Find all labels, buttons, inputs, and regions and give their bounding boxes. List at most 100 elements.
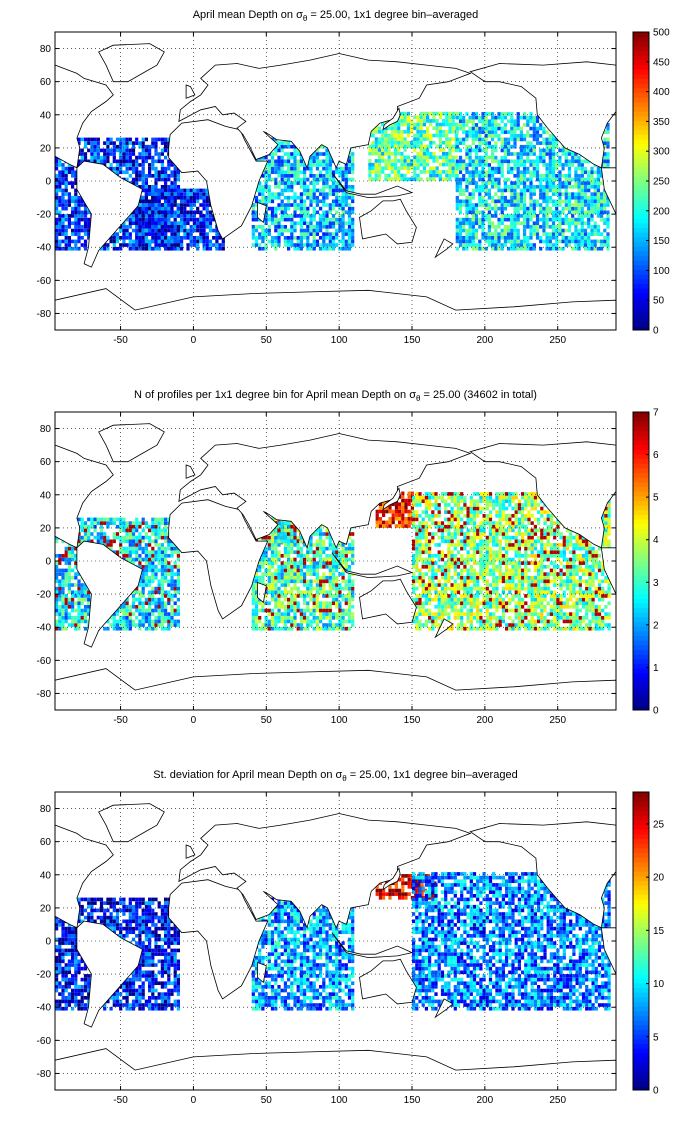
- data-cell: [148, 539, 152, 544]
- data-cell: [387, 173, 391, 178]
- data-cell: [567, 195, 572, 200]
- data-cell: [481, 112, 485, 116]
- data-cell: [325, 148, 329, 153]
- data-cell: [426, 170, 430, 174]
- data-cell: [491, 174, 495, 178]
- data-cell: [90, 152, 94, 156]
- data-cell: [455, 159, 459, 164]
- data-cell: [539, 141, 543, 145]
- data-cell: [180, 210, 184, 215]
- data-cell: [497, 177, 501, 182]
- data-cell: [331, 239, 336, 244]
- data-cell: [71, 181, 75, 185]
- data-cell: [539, 195, 543, 200]
- data-cell: [462, 115, 466, 120]
- data-cell: [61, 221, 65, 226]
- data-cell: [71, 546, 75, 551]
- data-cell: [422, 148, 427, 152]
- data-cell: [160, 170, 165, 175]
- data-cell: [523, 134, 527, 138]
- data-cell: [71, 185, 75, 189]
- data-cell: [274, 239, 278, 244]
- data-cell: [328, 174, 332, 178]
- data-cell: [503, 144, 508, 149]
- data-cell: [144, 554, 149, 558]
- data-cell: [548, 225, 552, 229]
- data-cell: [312, 210, 316, 215]
- data-cell: [148, 565, 152, 569]
- data-cell: [61, 232, 65, 236]
- data-cell: [87, 517, 91, 522]
- data-cell: [77, 214, 81, 218]
- data-cell: [507, 228, 511, 233]
- data-cell: [277, 225, 281, 229]
- data-cell: [170, 188, 174, 193]
- data-cell: [64, 206, 68, 211]
- data-cell: [403, 173, 407, 178]
- data-cell: [507, 152, 511, 156]
- data-cell: [458, 192, 463, 196]
- data-cell: [154, 152, 158, 156]
- data-cell: [106, 524, 110, 529]
- data-cell: [74, 554, 78, 558]
- data-cell: [513, 152, 517, 156]
- data-cell: [606, 221, 610, 226]
- data-cell: [277, 217, 281, 222]
- data-cell: [413, 148, 417, 152]
- data-cell: [144, 239, 149, 244]
- data-cell: [290, 152, 294, 156]
- data-cell: [455, 130, 459, 134]
- data-cell: [583, 239, 588, 244]
- data-cell: [218, 246, 222, 251]
- data-cell: [478, 163, 482, 167]
- data-cell: [99, 155, 104, 160]
- data-cell: [61, 568, 65, 573]
- data-cell: [293, 221, 297, 226]
- data-cell: [208, 225, 213, 229]
- data-cell: [474, 221, 479, 226]
- data-cell: [532, 243, 536, 247]
- data-cell: [545, 236, 549, 240]
- data-cell: [351, 195, 355, 200]
- data-cell: [494, 185, 498, 189]
- data-cell: [542, 185, 546, 189]
- data-cell: [61, 177, 65, 182]
- data-cell: [438, 137, 443, 141]
- data-cell: [341, 217, 345, 222]
- data-cell: [390, 130, 394, 134]
- data-cell: [148, 170, 152, 175]
- data-cell: [99, 532, 104, 536]
- data-cell: [258, 188, 262, 193]
- data-cell: [513, 239, 517, 244]
- colorbar-tick-label: 250: [653, 177, 670, 188]
- data-cell: [270, 236, 275, 240]
- data-cell: [600, 232, 604, 236]
- data-cell: [519, 174, 524, 178]
- data-cell: [403, 119, 407, 123]
- data-cell: [258, 236, 262, 240]
- data-cell: [561, 192, 565, 196]
- data-cell: [400, 119, 404, 123]
- data-cell: [154, 243, 158, 247]
- data-cell: [532, 214, 536, 218]
- data-cell: [55, 181, 59, 185]
- data-cell: [384, 173, 388, 178]
- data-cell: [451, 126, 455, 131]
- data-cell: [173, 239, 177, 244]
- data-cell: [61, 605, 65, 609]
- data-cell: [503, 141, 508, 145]
- data-cell: [274, 225, 278, 229]
- data-cell: [516, 239, 520, 244]
- data-cell: [465, 243, 469, 247]
- data-cell: [322, 214, 326, 218]
- data-cell: [112, 144, 116, 149]
- data-cell: [135, 155, 139, 160]
- data-cell: [426, 133, 430, 138]
- data-cell: [564, 174, 568, 178]
- data-cell: [606, 123, 610, 127]
- data-cell: [523, 228, 527, 233]
- data-cell: [481, 115, 485, 120]
- data-cell: [303, 206, 307, 211]
- data-cell: [312, 199, 316, 204]
- data-cell: [458, 123, 463, 127]
